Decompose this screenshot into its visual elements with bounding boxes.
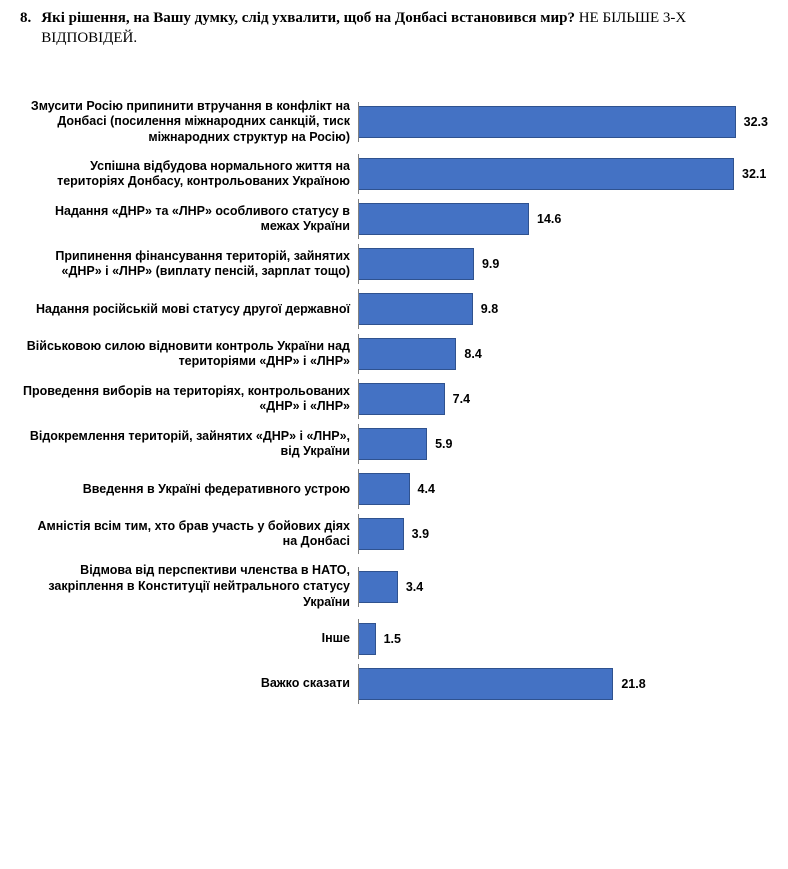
category-label: Важко сказати: [20, 676, 358, 692]
bar: [358, 248, 474, 280]
chart-row: Амністія всім тим, хто брав участь у бой…: [20, 518, 768, 550]
bar-track: 1.5: [358, 623, 768, 655]
value-label: 9.8: [481, 302, 498, 316]
bar-track: 9.8: [358, 293, 768, 325]
bar-track: 9.9: [358, 248, 768, 280]
bar: [358, 473, 410, 505]
chart-row: Припинення фінансування територій, зайня…: [20, 248, 768, 280]
axis-line: [358, 469, 359, 509]
value-label: 1.5: [384, 632, 401, 646]
axis-line: [358, 289, 359, 329]
bar-track: 8.4: [358, 338, 768, 370]
chart-row: Відокремлення територій, зайнятих «ДНР» …: [20, 428, 768, 460]
chart-row: Надання російській мові статусу другої д…: [20, 293, 768, 325]
value-label: 3.9: [412, 527, 429, 541]
bar: [358, 668, 613, 700]
axis-line: [358, 199, 359, 239]
bar-track: 7.4: [358, 383, 768, 415]
category-label: Інше: [20, 631, 358, 647]
bar: [358, 518, 404, 550]
value-label: 8.4: [464, 347, 481, 361]
question-block: 8. Які рішення, на Вашу думку, слід ухва…: [20, 8, 768, 49]
bar-track: 32.1: [358, 158, 768, 190]
category-label: Амністія всім тим, хто брав участь у бой…: [20, 519, 358, 550]
category-label: Надання російській мові статусу другої д…: [20, 302, 358, 318]
category-label: Відмова від перспективи членства в НАТО,…: [20, 563, 358, 610]
chart-row: Військовою силою відновити контроль Укра…: [20, 338, 768, 370]
bar-track: 4.4: [358, 473, 768, 505]
question-text-bold: Які рішення, на Вашу думку, слід ухвалит…: [41, 10, 575, 26]
value-label: 14.6: [537, 212, 561, 226]
category-label: Змусити Росію припинити втручання в конф…: [20, 99, 358, 146]
chart-row: Інше 1.5: [20, 623, 768, 655]
value-label: 4.4: [418, 482, 435, 496]
axis-line: [358, 154, 359, 194]
category-label: Припинення фінансування територій, зайня…: [20, 249, 358, 280]
axis-line: [358, 664, 359, 704]
bar-track: 3.9: [358, 518, 768, 550]
question-number: 8.: [20, 8, 31, 28]
question-text: Які рішення, на Вашу думку, слід ухвалит…: [41, 8, 768, 49]
bar: [358, 571, 398, 603]
category-label: Проведення виборів на територіях, контро…: [20, 384, 358, 415]
category-label: Успішна відбудова нормального життя на т…: [20, 159, 358, 190]
category-label: Відокремлення територій, зайнятих «ДНР» …: [20, 429, 358, 460]
bar: [358, 293, 473, 325]
chart-row: Відмова від перспективи членства в НАТО,…: [20, 563, 768, 610]
axis-line: [358, 244, 359, 284]
value-label: 3.4: [406, 580, 423, 594]
category-label: Введення в Україні федеративного устрою: [20, 482, 358, 498]
value-label: 32.3: [744, 115, 768, 129]
chart-row: Надання «ДНР» та «ЛНР» особливого статус…: [20, 203, 768, 235]
bar: [358, 106, 736, 138]
hbar-chart: Змусити Росію припинити втручання в конф…: [20, 99, 768, 701]
category-label: Військовою силою відновити контроль Укра…: [20, 339, 358, 370]
page-root: 8. Які рішення, на Вашу думку, слід ухва…: [0, 0, 788, 753]
value-label: 32.1: [742, 167, 766, 181]
bar-track: 21.8: [358, 668, 768, 700]
axis-line: [358, 379, 359, 419]
bar-track: 32.3: [358, 106, 768, 138]
bar-track: 5.9: [358, 428, 768, 460]
chart-row: Введення в Україні федеративного устрою 4…: [20, 473, 768, 505]
bar-track: 14.6: [358, 203, 768, 235]
category-label: Надання «ДНР» та «ЛНР» особливого статус…: [20, 204, 358, 235]
bar: [358, 338, 456, 370]
bar-track: 3.4: [358, 571, 768, 603]
value-label: 5.9: [435, 437, 452, 451]
bar: [358, 623, 376, 655]
axis-line: [358, 424, 359, 464]
chart-row: Важко сказати 21.8: [20, 668, 768, 700]
chart-row: Змусити Росію припинити втручання в конф…: [20, 99, 768, 146]
chart-row: Успішна відбудова нормального життя на т…: [20, 158, 768, 190]
axis-line: [358, 619, 359, 659]
value-label: 21.8: [621, 677, 645, 691]
axis-line: [358, 102, 359, 142]
value-label: 9.9: [482, 257, 499, 271]
axis-line: [358, 514, 359, 554]
bar: [358, 428, 427, 460]
axis-line: [358, 567, 359, 607]
bar: [358, 158, 734, 190]
chart-row: Проведення виборів на територіях, контро…: [20, 383, 768, 415]
axis-line: [358, 334, 359, 374]
bar: [358, 203, 529, 235]
bar: [358, 383, 445, 415]
value-label: 7.4: [453, 392, 470, 406]
